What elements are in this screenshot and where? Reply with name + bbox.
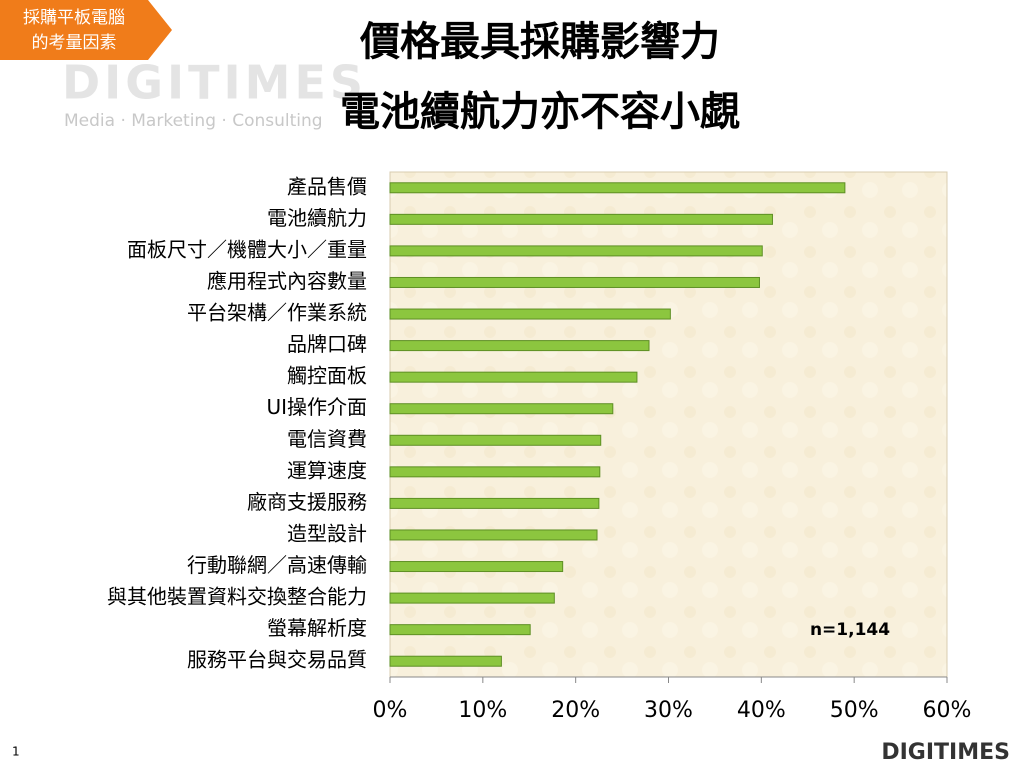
- bar: [389, 213, 773, 225]
- bar: [389, 340, 650, 352]
- x-tick-label: 10%: [458, 698, 507, 723]
- bar: [389, 466, 601, 478]
- bar: [389, 245, 763, 257]
- bar: [389, 308, 671, 320]
- y-tick-label: 造型設計: [287, 521, 367, 545]
- bar: [389, 624, 531, 636]
- bar: [389, 497, 600, 509]
- bar: [389, 655, 502, 667]
- x-tick-label: 30%: [644, 698, 693, 723]
- x-tick-label: 50%: [830, 698, 879, 723]
- x-tick-label: 40%: [737, 698, 786, 723]
- bar: [389, 529, 598, 541]
- bar: [389, 371, 638, 383]
- y-tick-label: 平台架構／作業系統: [187, 301, 367, 325]
- page-number: 1: [12, 745, 20, 759]
- bar: [389, 276, 760, 288]
- logo: DIGITIMES: [881, 740, 1010, 765]
- y-tick-label: 電池續航力: [267, 206, 367, 230]
- x-tick-label: 60%: [923, 698, 972, 723]
- corner-tag-text: 採購平板電腦: [23, 8, 125, 28]
- bar: [389, 403, 614, 415]
- title: 電池續航力亦不容小覷: [340, 89, 740, 135]
- corner-tag-text: 的考量因素: [32, 33, 117, 53]
- bar: [389, 561, 564, 573]
- y-tick-label: 面板尺寸／機體大小／重量: [127, 237, 367, 261]
- y-tick-label: UI操作介面: [266, 395, 367, 419]
- bar: [389, 592, 555, 604]
- y-tick-label: 廠商支援服務: [247, 490, 367, 514]
- y-tick-label: 應用程式內容數量: [207, 269, 367, 293]
- y-tick-label: 運算速度: [287, 458, 367, 482]
- watermark-tagline: Media · Marketing · Consulting: [64, 111, 323, 131]
- y-tick-label: 電信資費: [287, 427, 367, 451]
- y-tick-label: 螢幕解析度: [267, 616, 367, 640]
- watermark: DIGITIMES: [62, 56, 367, 110]
- x-tick-label: 20%: [551, 698, 600, 723]
- annotation: n=1,144: [810, 620, 890, 640]
- y-tick-label: 與其他裝置資料交換整合能力: [107, 585, 367, 609]
- x-tick-label: 0%: [373, 698, 408, 723]
- y-tick-label: 品牌口碑: [287, 332, 367, 356]
- title: 價格最具採購影響力: [359, 19, 720, 65]
- y-tick-label: 行動聯網／高速傳輸: [187, 553, 367, 577]
- y-tick-label: 服務平台與交易品質: [187, 648, 367, 672]
- bar: [389, 434, 602, 446]
- bar: [389, 182, 846, 194]
- corner-tag: [0, 0, 172, 60]
- y-tick-label: 產品售價: [287, 174, 367, 198]
- y-tick-label: 觸控面板: [287, 364, 367, 388]
